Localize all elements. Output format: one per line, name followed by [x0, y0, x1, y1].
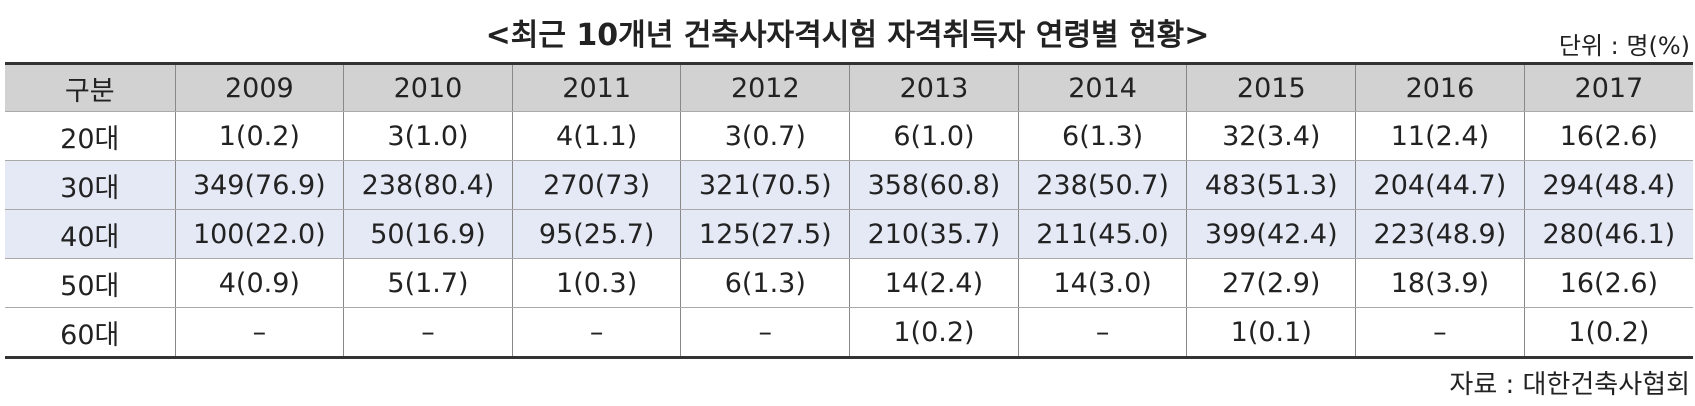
table-row: 40대 100(22.0) 50(16.9) 95(25.7) 125(27.5) 210…	[5, 209, 1693, 259]
source-note: 자료 : 대한건축사협회	[1449, 370, 1690, 400]
header-cell: 2009	[174, 62, 345, 112]
row-label: 50대	[5, 258, 176, 308]
header-cell: 2013	[849, 62, 1019, 112]
table-cell: 483(51.3)	[1186, 160, 1357, 210]
table-cell: 6(1.3)	[680, 258, 851, 308]
table-cell: –	[174, 307, 345, 359]
table-row: 50대 4(0.9) 5(1.7) 1(0.3) 6(1.3) 14(2.4) 14(3.0…	[5, 258, 1693, 308]
table-cell: 358(60.8)	[849, 160, 1019, 210]
table-row: 60대 – – – –1(0.2) –1(0.1) –1(0.2)	[5, 307, 1693, 359]
row-label: 40대	[5, 209, 176, 259]
table-cell: 223(48.9)	[1355, 209, 1525, 259]
header-cell: 2015	[1186, 62, 1357, 112]
header-cell: 2012	[680, 62, 851, 112]
table-cell: –	[680, 307, 851, 359]
table-cell: 16(2.6)	[1523, 111, 1693, 161]
header-cell: 2014	[1017, 62, 1188, 112]
table-cell: 32(3.4)	[1186, 111, 1357, 161]
table-cell: 238(80.4)	[343, 160, 513, 210]
table-row: 30대 349(76.9) 238(80.4) 270(73) 321(70.5) 358…	[5, 160, 1693, 210]
table-cell: 238(50.7)	[1017, 160, 1188, 210]
table-cell: 399(42.4)	[1186, 209, 1357, 259]
table-cell: 349(76.9)	[174, 160, 345, 210]
table-cell: 3(1.0)	[343, 111, 513, 161]
table-cell: 3(0.7)	[680, 111, 851, 161]
table-body: 20대 1(0.2) 3(1.0) 4(1.1) 3(0.7) 6(1.0) 6(1.3) 3…	[5, 111, 1693, 359]
title: <최근 10개년 건축사자격시험 자격취득자 연령별 현황>	[485, 18, 1210, 53]
table-cell: 125(27.5)	[680, 209, 851, 259]
row-label: 30대	[5, 160, 176, 210]
unit-note: 단위 : 명(%)	[1558, 32, 1690, 60]
header-cell: 구분	[5, 62, 176, 112]
table-cell: –	[1355, 307, 1525, 359]
table-cell: 27(2.9)	[1186, 258, 1357, 308]
table-cell: 1(0.2)	[174, 111, 345, 161]
table-cell: –	[511, 307, 682, 359]
table-cell: 6(1.3)	[1017, 111, 1188, 161]
table-cell: 50(16.9)	[343, 209, 513, 259]
table-cell: 16(2.6)	[1523, 258, 1693, 308]
table-cell: 321(70.5)	[680, 160, 851, 210]
data-table: 구분 2009 2010 2011 2012 2013 2014 2015 2016 2017 2…	[5, 62, 1693, 359]
header-row: 구분 2009 2010 2011 2012 2013 2014 2015 2016 2017	[5, 62, 1693, 112]
table-cell: 211(45.0)	[1017, 209, 1188, 259]
table-cell: 95(25.7)	[511, 209, 682, 259]
table-cell: 270(73)	[511, 160, 682, 210]
table-cell: 6(1.0)	[849, 111, 1019, 161]
table-cell: 18(3.9)	[1355, 258, 1525, 308]
table-cell: 280(46.1)	[1523, 209, 1693, 259]
table-cell: 210(35.7)	[849, 209, 1019, 259]
row-label: 60대	[5, 307, 176, 359]
table-cell: 1(0.2)	[849, 307, 1019, 359]
table-cell: 100(22.0)	[174, 209, 345, 259]
header-cell: 2011	[511, 62, 682, 112]
table-cell: 1(0.1)	[1186, 307, 1357, 359]
table-cell: 1(0.2)	[1523, 307, 1693, 359]
table-cell: 4(1.1)	[511, 111, 682, 161]
table-cell: 14(3.0)	[1017, 258, 1188, 308]
table-cell: 4(0.9)	[174, 258, 345, 308]
table-cell: –	[1017, 307, 1188, 359]
table-cell: 1(0.3)	[511, 258, 682, 308]
row-label: 20대	[5, 111, 176, 161]
header-cell: 2010	[343, 62, 513, 112]
header-cell: 2017	[1523, 62, 1693, 112]
table-cell: 204(44.7)	[1355, 160, 1525, 210]
table-cell: 5(1.7)	[343, 258, 513, 308]
table-cell: –	[343, 307, 513, 359]
table-cell: 294(48.4)	[1523, 160, 1693, 210]
table-cell: 14(2.4)	[849, 258, 1019, 308]
header-cell: 2016	[1355, 62, 1525, 112]
table-row: 20대 1(0.2) 3(1.0) 4(1.1) 3(0.7) 6(1.0) 6(1.3) 3…	[5, 111, 1693, 161]
table-cell: 11(2.4)	[1355, 111, 1525, 161]
